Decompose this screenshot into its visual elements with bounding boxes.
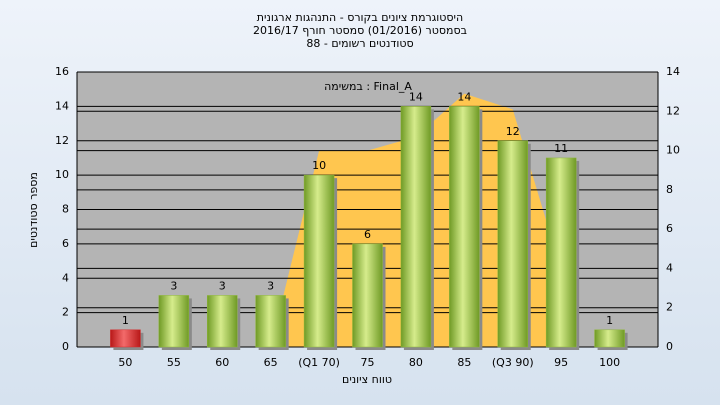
y-tick-label: 4 xyxy=(62,271,69,284)
x-tick-label: 80 xyxy=(409,356,423,369)
x-tick-label: 100 xyxy=(599,356,620,369)
y2-tick-label: 8 xyxy=(666,183,673,196)
y-tick-label: 0 xyxy=(62,340,69,353)
x-tick-label: 95 xyxy=(554,356,568,369)
value-label: 14 xyxy=(409,90,423,103)
value-label: 6 xyxy=(364,228,371,241)
x-axis-label: טווח ציונים xyxy=(342,373,392,386)
bar xyxy=(497,140,528,348)
value-label: 14 xyxy=(457,90,471,103)
chart-subtitle: בסמסטר (01/2016) סמסטר חורף 2016/17 xyxy=(253,24,467,37)
y-tick-label: 16 xyxy=(55,65,69,78)
bar xyxy=(352,243,383,348)
value-label: 10 xyxy=(312,159,326,172)
chart-subtitle: סטודנטים רשומים - 88 xyxy=(306,37,413,50)
y2-tick-label: 12 xyxy=(666,104,680,117)
bar xyxy=(449,106,480,348)
chart-title: היסטוגרמת ציונים בקורס - התנהגות ארגונית xyxy=(257,11,463,24)
y-tick-label: 14 xyxy=(55,99,69,112)
x-tick-label: 85 xyxy=(457,356,471,369)
x-tick-label: (Q3 90) xyxy=(492,356,534,369)
value-label: 3 xyxy=(267,279,274,292)
value-label: 3 xyxy=(170,279,177,292)
y-tick-label: 2 xyxy=(62,306,69,319)
y-tick-label: 12 xyxy=(55,134,69,147)
x-tick-label: (Q1 70) xyxy=(298,356,340,369)
bar xyxy=(594,329,625,348)
y-tick-label: 6 xyxy=(62,237,69,250)
x-tick-label: 75 xyxy=(361,356,375,369)
y-tick-label: 10 xyxy=(55,168,69,181)
bar xyxy=(158,295,190,348)
y-axis-label: מספר סטודנטים xyxy=(27,172,40,248)
x-tick-label: 55 xyxy=(167,356,181,369)
bar xyxy=(303,174,335,348)
y2-tick-label: 14 xyxy=(666,65,680,78)
y2-tick-label: 4 xyxy=(666,261,673,274)
bar xyxy=(207,295,238,348)
x-tick-label: 65 xyxy=(264,356,278,369)
value-label: 11 xyxy=(554,142,568,155)
x-tick-label: 60 xyxy=(215,356,229,369)
bar xyxy=(255,295,286,348)
x-tick-label: 50 xyxy=(118,356,132,369)
bar xyxy=(400,106,432,348)
value-label: 1 xyxy=(122,314,129,327)
annotation: Final_A : במשימה xyxy=(324,80,412,93)
value-label: 1 xyxy=(606,314,613,327)
value-label: 3 xyxy=(219,279,226,292)
y2-tick-label: 0 xyxy=(666,340,673,353)
bar xyxy=(110,329,141,348)
y-tick-label: 8 xyxy=(62,203,69,216)
y2-tick-label: 6 xyxy=(666,222,673,235)
value-label: 12 xyxy=(506,125,520,138)
bar xyxy=(545,157,577,348)
y2-tick-label: 10 xyxy=(666,144,680,157)
y2-tick-label: 2 xyxy=(666,301,673,314)
